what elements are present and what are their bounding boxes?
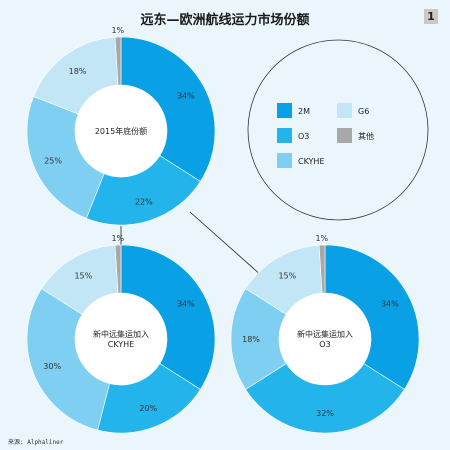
- donut-hole: [75, 85, 167, 177]
- slice-label-other: 1%: [111, 234, 124, 243]
- legend-label: 2M: [298, 107, 310, 116]
- chart-title: 远东—欧洲航线运力市场份额: [140, 13, 310, 28]
- legend-swatch: [337, 103, 352, 118]
- legend-item-o3: O3: [277, 128, 309, 143]
- slice-label-2m: 34%: [381, 299, 399, 308]
- legend-swatch: [337, 128, 352, 143]
- legend-label: O3: [298, 132, 309, 141]
- legend-item-2m: 2M: [277, 103, 310, 118]
- slice-label-ckyhe: 25%: [44, 156, 62, 165]
- legend-label: CKYHE: [298, 157, 325, 166]
- legend-item-ckyhe: CKYHE: [277, 153, 325, 168]
- slice-label-other: 1%: [111, 26, 124, 35]
- donut-charts: 34% 22% 25% 18% 1% 2015年底份额 34% 20% 30% 15% 1% 新中远集…: [26, 26, 420, 434]
- slice-label-g6: 15%: [74, 271, 92, 280]
- connector-line-right: [189, 211, 263, 277]
- legend-label: G6: [358, 107, 369, 116]
- donut-hole: [75, 293, 167, 385]
- slice-label-other: 1%: [315, 234, 328, 243]
- center-label: CKYHE: [108, 340, 135, 349]
- slice-label-2m: 34%: [177, 299, 195, 308]
- source-note: 来源: Alphaliner: [8, 439, 64, 446]
- slice-label-ckyhe: 18%: [242, 335, 260, 344]
- legend-swatch: [277, 128, 292, 143]
- donut-hole: [279, 293, 371, 385]
- center-label: 2015年底份额: [95, 126, 147, 136]
- legend-item-g6: G6: [337, 103, 369, 118]
- donut-chart-1: 34% 22% 25% 18% 1% 2015年底份额: [26, 26, 216, 226]
- slice-label-o3: 22%: [135, 197, 153, 206]
- center-label: 新中远集运加入: [93, 329, 149, 339]
- slice-label-ckyhe: 30%: [43, 362, 61, 371]
- slice-label-o3: 32%: [316, 409, 334, 418]
- legend: 2M G6 O3 其他 CKYHE: [277, 103, 374, 168]
- slice-label-2m: 34%: [177, 91, 195, 100]
- slice-label-g6: 15%: [278, 271, 296, 280]
- legend-swatch: [277, 153, 292, 168]
- legend-label: 其他: [358, 131, 374, 141]
- page-number-badge: 1: [424, 9, 438, 24]
- slice-label-g6: 18%: [69, 67, 87, 76]
- center-label: 新中远集运加入: [297, 329, 353, 339]
- legend-circle: [247, 39, 429, 221]
- slice-label-o3: 20%: [139, 404, 157, 413]
- legend-item-other: 其他: [337, 128, 374, 143]
- legend-swatch: [277, 103, 292, 118]
- center-label: O3: [319, 340, 330, 349]
